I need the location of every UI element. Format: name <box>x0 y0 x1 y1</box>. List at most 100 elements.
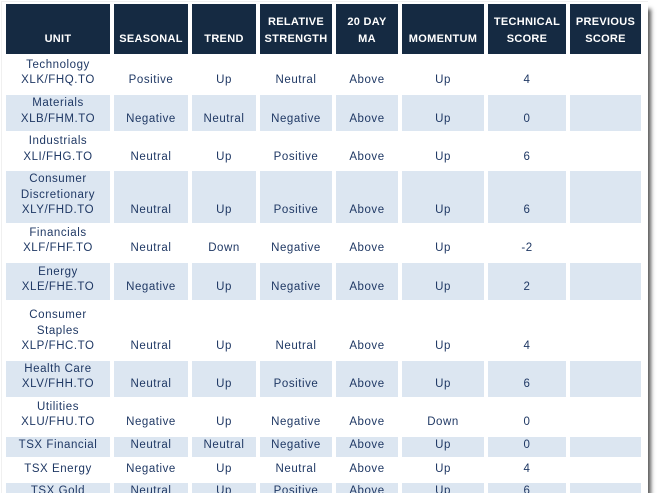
relative-strength-cell: Neutral <box>260 56 332 93</box>
unit-line: Financials <box>29 226 87 239</box>
momentum-cell: Up <box>402 459 484 482</box>
unit-cell: Consumer Discretionary XLY/FHD.TO <box>6 171 110 223</box>
trend-cell: Up <box>192 262 256 300</box>
unit-line: XLI/FHG.TO <box>23 150 93 163</box>
technical-score-cell: 4 <box>488 301 566 359</box>
ma-20day-cell: Above <box>336 459 398 482</box>
unit-cell: Financials XLF/FHF.TO <box>6 224 110 261</box>
previous-score-cell <box>570 262 641 300</box>
table-row: TSX Energy Negative Up Neutral Above Up 4 <box>6 459 641 482</box>
unit-line: Consumer <box>29 173 87 186</box>
unit-line: XLU/FHU.TO <box>21 416 95 429</box>
previous-score-cell <box>570 301 641 359</box>
column-header-seasonal: SEASONAL <box>114 4 188 54</box>
relative-strength-cell: Negative <box>260 95 332 132</box>
technical-score-cell: 4 <box>488 56 566 93</box>
ma-20day-cell: Above <box>336 398 398 435</box>
unit-line: Materials <box>32 97 84 109</box>
unit-line: Health Care <box>24 362 92 375</box>
trend-cell: Up <box>192 459 256 482</box>
seasonal-cell: Positive <box>114 56 188 93</box>
momentum-cell: Down <box>402 398 484 435</box>
technical-score-cell: 0 <box>488 398 566 435</box>
unit-cell: Technology XLK/FHQ.TO <box>6 56 110 93</box>
unit-cell: Industrials XLI/FHG.TO <box>6 133 110 170</box>
relative-strength-cell: Negative <box>260 224 332 261</box>
unit-cell: Consumer Staples XLP/FHC.TO <box>6 301 110 359</box>
trend-cell: Down <box>192 224 256 261</box>
momentum-cell: Up <box>402 56 484 93</box>
ma-20day-cell: Above <box>336 301 398 359</box>
sector-technical-score-table: UNIT SEASONAL TREND RELATIVE STRENGTH 20 DAY… <box>2 2 645 493</box>
column-header-technical-score: TECHNICAL SCORE <box>488 4 566 54</box>
trend-cell: Up <box>192 171 256 223</box>
unit-line: XLF/FHF.TO <box>23 242 93 255</box>
table-row: Technology XLK/FHQ.TO Positive Up Neutral Abo… <box>6 56 641 93</box>
previous-score-cell <box>570 171 641 223</box>
technical-score-cell: 2 <box>488 262 566 300</box>
seasonal-cell: Neutral <box>114 301 188 359</box>
unit-line: XLE/FHE.TO <box>21 281 95 294</box>
table-row: Energy XLE/FHE.TO Negative Up Negative Above U… <box>6 262 641 300</box>
column-header-previous-score: PREVIOUS SCORE <box>570 4 641 54</box>
unit-line: TSX Energy <box>24 462 92 475</box>
unit-cell: TSX Gold <box>6 483 110 493</box>
table-row: Consumer Discretionary XLY/FHD.TO Neutral Up… <box>6 171 641 223</box>
relative-strength-cell: Negative <box>260 436 332 458</box>
unit-line: XLV/FHH.TO <box>21 378 95 391</box>
ma-20day-cell: Above <box>336 262 398 300</box>
relative-strength-cell: Negative <box>260 262 332 300</box>
unit-line: TSX Financial <box>18 438 98 451</box>
table-body: Technology XLK/FHQ.TO Positive Up Neutral Abo… <box>6 56 641 493</box>
trend-cell: Up <box>192 56 256 93</box>
seasonal-cell: Neutral <box>114 436 188 458</box>
momentum-cell: Up <box>402 360 484 397</box>
previous-score-cell <box>570 224 641 261</box>
momentum-cell: Up <box>402 224 484 261</box>
seasonal-cell: Negative <box>114 459 188 482</box>
trend-cell: Up <box>192 133 256 170</box>
previous-score-cell <box>570 436 641 458</box>
previous-score-cell <box>570 360 641 397</box>
ma-20day-cell: Above <box>336 133 398 170</box>
unit-line: Utilities <box>36 400 79 413</box>
ma-20day-cell: Above <box>336 360 398 397</box>
column-header-20-day-ma: 20 DAY MA <box>336 4 398 54</box>
unit-cell: TSX Financial <box>6 436 110 458</box>
momentum-cell: Up <box>402 95 484 132</box>
relative-strength-cell: Positive <box>260 483 332 493</box>
seasonal-cell: Neutral <box>114 360 188 397</box>
trend-cell: Up <box>192 483 256 493</box>
ma-20day-cell: Above <box>336 56 398 93</box>
table-row: Consumer Staples XLP/FHC.TO Neutral Up Neutr… <box>6 301 641 359</box>
table-row: Financials XLF/FHF.TO Neutral Down Negative A… <box>6 224 641 261</box>
table-row: Utilities XLU/FHU.TO Negative Up Negative Abo… <box>6 398 641 435</box>
technical-score-cell: 4 <box>488 459 566 482</box>
column-header-relative-strength: RELATIVE STRENGTH <box>260 4 332 54</box>
seasonal-cell: Negative <box>114 95 188 132</box>
unit-line: XLP/FHC.TO <box>21 340 95 353</box>
previous-score-cell <box>570 398 641 435</box>
momentum-cell: Up <box>402 133 484 170</box>
unit-line: XLB/FHM.TO <box>20 112 96 125</box>
relative-strength-cell: Positive <box>260 171 332 223</box>
seasonal-cell: Neutral <box>114 224 188 261</box>
seasonal-cell: Negative <box>114 262 188 300</box>
table-row: Industrials XLI/FHG.TO Neutral Up Positive Ab… <box>6 133 641 170</box>
column-header-trend: TREND <box>192 4 256 54</box>
table-row: Health Care XLV/FHH.TO Neutral Up Positive Ab… <box>6 360 641 397</box>
previous-score-cell <box>570 459 641 482</box>
trend-cell: Up <box>192 398 256 435</box>
technical-score-cell: 6 <box>488 133 566 170</box>
momentum-cell: Up <box>402 436 484 458</box>
table-row: TSX Financial Neutral Neutral Negative Above… <box>6 436 641 458</box>
technical-score-cell: -2 <box>488 224 566 261</box>
seasonal-cell: Neutral <box>114 171 188 223</box>
seasonal-cell: Neutral <box>114 483 188 493</box>
ma-20day-cell: Above <box>336 171 398 223</box>
column-header-unit: UNIT <box>6 4 110 54</box>
unit-line: Technology <box>26 58 90 71</box>
ma-20day-cell: Above <box>336 95 398 132</box>
header-row: UNIT SEASONAL TREND RELATIVE STRENGTH 20 DAY… <box>6 4 641 54</box>
